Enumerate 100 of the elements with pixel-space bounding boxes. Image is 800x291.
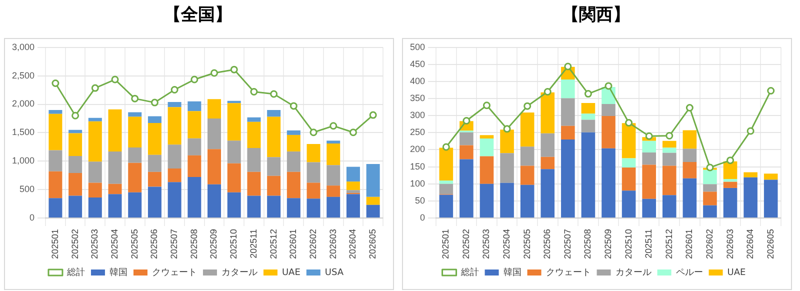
x-tick-label: 202512 <box>664 228 674 260</box>
point <box>349 128 357 136</box>
bar <box>68 156 82 174</box>
x-tick-label: 202509 <box>602 228 613 260</box>
bar <box>227 192 241 218</box>
legend-label: 総計 <box>460 266 479 278</box>
bar <box>480 138 494 156</box>
y-tick-label: 3,000 <box>12 42 35 52</box>
x-tick-label: 202505 <box>522 228 532 260</box>
x-tick-label: 202602 <box>308 228 318 260</box>
bar <box>128 116 142 148</box>
point <box>767 86 775 94</box>
bar <box>622 190 636 218</box>
bar <box>267 116 281 158</box>
bar <box>108 109 122 152</box>
bar <box>227 103 241 141</box>
y-tick-label: 250 <box>410 127 426 138</box>
bar <box>662 140 676 148</box>
bar <box>128 192 142 218</box>
x-tick-label: 202502 <box>460 228 471 260</box>
x-tick-label: 202604 <box>745 228 756 260</box>
bar <box>500 182 514 218</box>
bar <box>68 173 82 196</box>
y-tick-label: 100 <box>410 178 426 188</box>
bar <box>208 118 222 150</box>
point <box>230 66 238 74</box>
bar <box>188 155 202 178</box>
y-tick-label: 2,000 <box>12 98 35 109</box>
bar <box>602 116 616 148</box>
bar <box>764 180 778 218</box>
bar <box>48 150 62 172</box>
x-tick-label: 202507 <box>169 228 180 260</box>
bar <box>581 120 596 132</box>
point <box>72 112 80 120</box>
bar <box>148 172 162 187</box>
x-tick-label: 202603 <box>724 228 735 260</box>
bar <box>326 165 340 186</box>
bar <box>306 198 320 218</box>
bar <box>326 143 340 166</box>
bar <box>148 123 162 155</box>
x-tick-label: 202503 <box>90 228 100 260</box>
bar <box>682 130 697 149</box>
bar <box>581 103 596 114</box>
bar <box>346 190 360 193</box>
y-tick-label: 0 <box>30 212 35 222</box>
bar <box>326 140 340 144</box>
bar <box>744 177 758 218</box>
point <box>170 86 178 94</box>
x-tick-label: 202504 <box>502 228 512 260</box>
point <box>190 76 198 84</box>
bar <box>662 195 676 218</box>
bar <box>148 154 162 172</box>
bar <box>48 110 62 114</box>
bar <box>346 182 360 190</box>
y-tick-label: 350 <box>410 93 426 104</box>
bar <box>520 166 534 185</box>
bar <box>520 146 534 166</box>
point <box>625 119 633 127</box>
legend-label: クウェート <box>546 268 591 278</box>
bar <box>581 132 596 218</box>
bar <box>286 172 300 198</box>
bar <box>208 184 222 218</box>
bar <box>168 107 182 145</box>
point <box>544 88 552 96</box>
bar <box>561 79 575 98</box>
bar <box>188 138 202 156</box>
x-tick-label: 202508 <box>188 228 199 260</box>
bar <box>168 182 182 218</box>
bar <box>480 184 494 218</box>
y-tick-label: 50 <box>415 195 426 206</box>
bar <box>227 140 241 164</box>
point <box>131 94 139 102</box>
bar <box>622 167 636 191</box>
x-tick-label: 202601 <box>288 228 298 260</box>
chart-title: 【関西】 <box>561 4 631 27</box>
bar <box>247 122 261 148</box>
legend-label: クウェート <box>152 268 197 278</box>
bar <box>460 159 474 218</box>
x-tick-label: 202511 <box>644 228 654 258</box>
bar <box>682 162 697 178</box>
bar <box>366 204 380 218</box>
x-tick-label: 202508 <box>582 228 593 260</box>
bar <box>168 144 182 169</box>
bar <box>286 134 300 152</box>
bar <box>662 152 676 166</box>
bar <box>306 144 320 162</box>
bar <box>602 104 616 116</box>
point <box>483 102 490 110</box>
bar <box>460 132 474 146</box>
bar <box>108 151 122 184</box>
bar <box>88 121 102 162</box>
bar <box>267 110 281 117</box>
bar <box>703 170 717 184</box>
bar <box>744 172 758 178</box>
bar <box>128 162 142 192</box>
x-tick-label: 202603 <box>328 228 338 260</box>
point <box>310 128 318 136</box>
bar <box>662 166 676 196</box>
bar <box>286 151 300 172</box>
bar <box>267 157 281 176</box>
